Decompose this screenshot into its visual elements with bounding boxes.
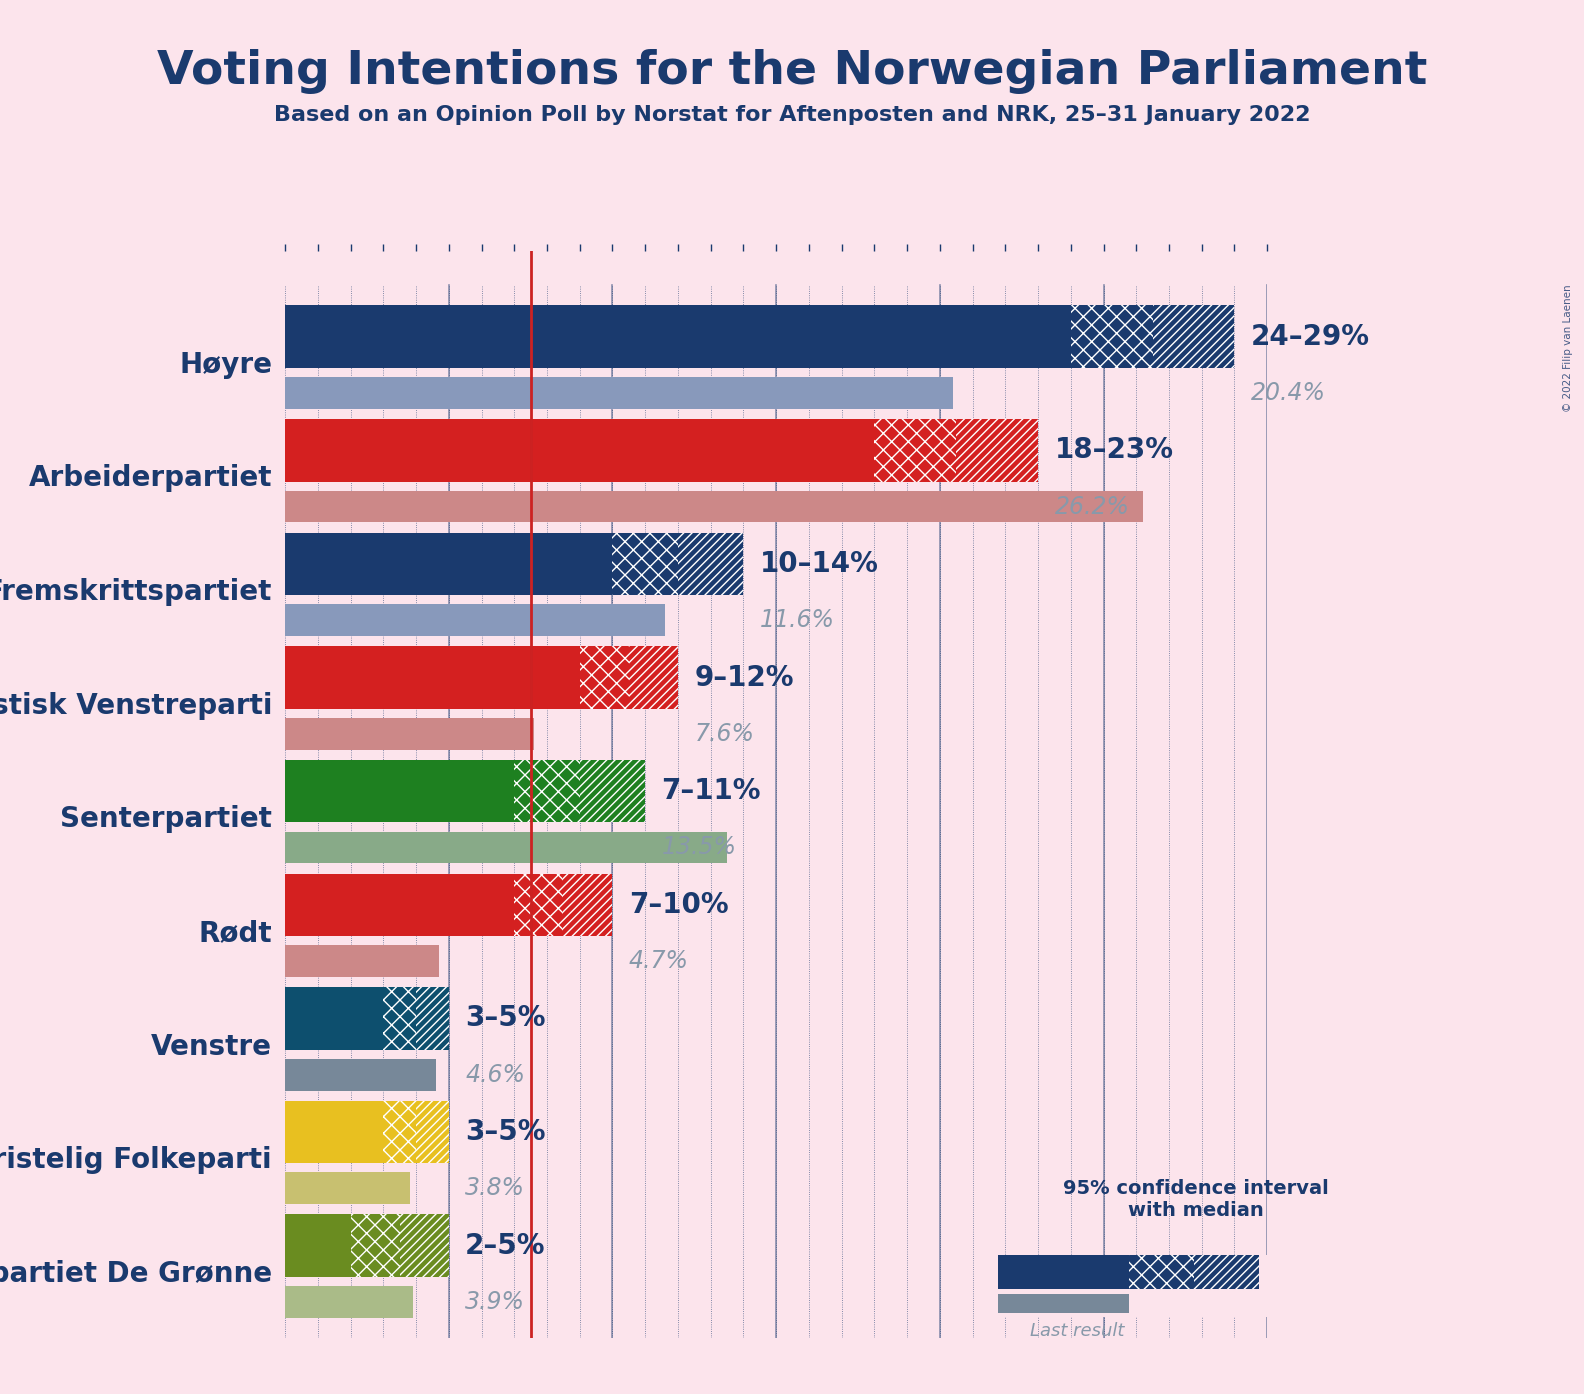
Bar (285, 1287, 413, 1317)
Text: 95% confidence interval
with median: 95% confidence interval with median (1063, 1179, 1329, 1220)
Bar (285, 831, 727, 863)
Bar (998, 1294, 1128, 1313)
Bar (874, 420, 957, 481)
Bar (285, 305, 1071, 368)
Text: 18–23%: 18–23% (1055, 436, 1174, 464)
Bar (285, 533, 613, 595)
Text: 3.8%: 3.8% (466, 1177, 526, 1200)
Bar (580, 760, 645, 822)
Text: Arbeiderpartiet: Arbeiderpartiet (29, 464, 272, 492)
Text: 10–14%: 10–14% (760, 551, 879, 579)
Text: Venstre: Venstre (150, 1033, 272, 1061)
Text: 26.2%: 26.2% (1055, 495, 1129, 519)
Text: 7–10%: 7–10% (629, 891, 729, 919)
Bar (629, 647, 678, 708)
Bar (285, 1172, 410, 1204)
Bar (515, 760, 580, 822)
Bar (417, 987, 448, 1050)
Bar (285, 874, 515, 935)
Bar (285, 945, 439, 977)
Bar (957, 420, 1038, 481)
Text: Fremskrittspartiet: Fremskrittspartiet (0, 579, 272, 606)
Bar (285, 647, 580, 708)
Text: 4.7%: 4.7% (629, 949, 689, 973)
Bar (1153, 305, 1234, 368)
Bar (285, 1101, 383, 1163)
Text: 24–29%: 24–29% (1251, 322, 1370, 351)
Bar (383, 1101, 417, 1163)
Text: 7.6%: 7.6% (694, 722, 754, 746)
Bar (285, 420, 874, 481)
Bar (613, 533, 678, 595)
Bar (285, 987, 383, 1050)
Text: 13.5%: 13.5% (662, 835, 737, 860)
Text: Voting Intentions for the Norwegian Parliament: Voting Intentions for the Norwegian Parl… (157, 49, 1427, 93)
Text: 9–12%: 9–12% (694, 664, 794, 691)
Bar (285, 718, 534, 750)
Text: 4.6%: 4.6% (466, 1062, 526, 1087)
Text: Høyre: Høyre (179, 351, 272, 379)
Bar (678, 533, 743, 595)
Bar (350, 1214, 399, 1277)
Text: 3–5%: 3–5% (466, 1118, 545, 1146)
Bar (285, 376, 954, 408)
Bar (285, 1214, 350, 1277)
Text: Rødt: Rødt (198, 919, 272, 947)
Text: 2–5%: 2–5% (466, 1232, 545, 1260)
Text: 3–5%: 3–5% (466, 1005, 545, 1033)
Text: Sosialistisk Venstreparti: Sosialistisk Venstreparti (0, 691, 272, 719)
Text: Miljøpartiet De Grønne: Miljøpartiet De Grønne (0, 1260, 272, 1288)
Bar (285, 491, 1142, 523)
Text: 7–11%: 7–11% (662, 778, 760, 806)
Bar (285, 1058, 436, 1090)
Bar (580, 647, 629, 708)
Bar (417, 1101, 448, 1163)
Text: 11.6%: 11.6% (760, 608, 835, 631)
Text: © 2022 Filip van Laenen: © 2022 Filip van Laenen (1563, 284, 1573, 413)
Text: Kristelig Folkeparti: Kristelig Folkeparti (0, 1146, 272, 1174)
Bar (998, 1255, 1128, 1289)
Bar (564, 874, 613, 935)
Bar (383, 987, 417, 1050)
Bar (515, 874, 564, 935)
Bar (1128, 1255, 1194, 1289)
Bar (285, 760, 515, 822)
Text: Last result: Last result (1030, 1322, 1125, 1340)
Text: Based on an Opinion Poll by Norstat for Aftenposten and NRK, 25–31 January 2022: Based on an Opinion Poll by Norstat for … (274, 105, 1310, 124)
Bar (285, 604, 665, 636)
Bar (1071, 305, 1153, 368)
Text: 3.9%: 3.9% (466, 1289, 526, 1315)
Text: 20.4%: 20.4% (1251, 381, 1326, 404)
Bar (1194, 1255, 1259, 1289)
Bar (399, 1214, 448, 1277)
Text: Senterpartiet: Senterpartiet (60, 806, 272, 834)
